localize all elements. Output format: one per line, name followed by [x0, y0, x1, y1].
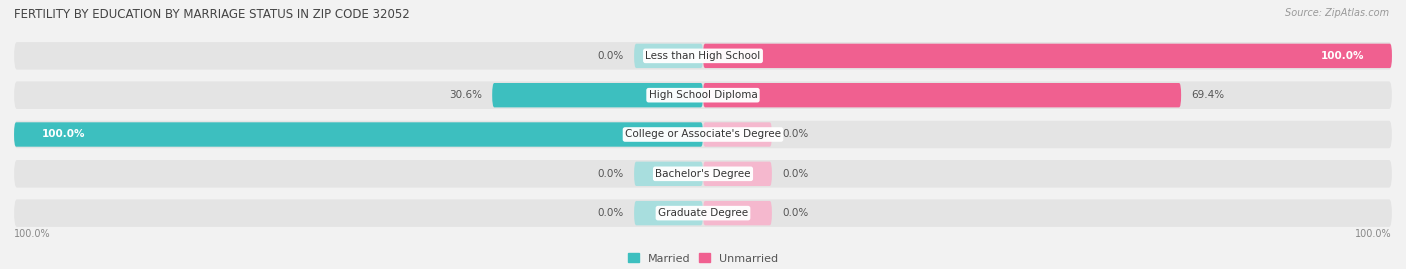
Text: 0.0%: 0.0% [598, 208, 624, 218]
FancyBboxPatch shape [703, 83, 1181, 107]
Text: High School Diploma: High School Diploma [648, 90, 758, 100]
Text: 0.0%: 0.0% [782, 169, 808, 179]
Text: 100.0%: 100.0% [42, 129, 86, 140]
Text: Less than High School: Less than High School [645, 51, 761, 61]
FancyBboxPatch shape [634, 162, 703, 186]
Text: FERTILITY BY EDUCATION BY MARRIAGE STATUS IN ZIP CODE 32052: FERTILITY BY EDUCATION BY MARRIAGE STATU… [14, 8, 409, 21]
Text: Bachelor's Degree: Bachelor's Degree [655, 169, 751, 179]
Text: Source: ZipAtlas.com: Source: ZipAtlas.com [1285, 8, 1389, 18]
FancyBboxPatch shape [492, 83, 703, 107]
FancyBboxPatch shape [703, 201, 772, 225]
FancyBboxPatch shape [703, 122, 772, 147]
Text: 69.4%: 69.4% [1191, 90, 1225, 100]
FancyBboxPatch shape [634, 201, 703, 225]
Text: 0.0%: 0.0% [782, 129, 808, 140]
Text: 100.0%: 100.0% [14, 229, 51, 239]
FancyBboxPatch shape [14, 160, 1392, 187]
FancyBboxPatch shape [14, 121, 1392, 148]
Text: 100.0%: 100.0% [1320, 51, 1364, 61]
Text: College or Associate's Degree: College or Associate's Degree [626, 129, 780, 140]
Text: 0.0%: 0.0% [782, 208, 808, 218]
FancyBboxPatch shape [703, 44, 1392, 68]
FancyBboxPatch shape [14, 199, 1392, 227]
FancyBboxPatch shape [634, 44, 703, 68]
FancyBboxPatch shape [14, 82, 1392, 109]
Text: 30.6%: 30.6% [449, 90, 482, 100]
Text: 0.0%: 0.0% [598, 51, 624, 61]
FancyBboxPatch shape [14, 122, 703, 147]
Text: 100.0%: 100.0% [1355, 229, 1392, 239]
Text: Graduate Degree: Graduate Degree [658, 208, 748, 218]
FancyBboxPatch shape [703, 162, 772, 186]
FancyBboxPatch shape [14, 42, 1392, 70]
Legend: Married, Unmarried: Married, Unmarried [623, 249, 783, 268]
Text: 0.0%: 0.0% [598, 169, 624, 179]
